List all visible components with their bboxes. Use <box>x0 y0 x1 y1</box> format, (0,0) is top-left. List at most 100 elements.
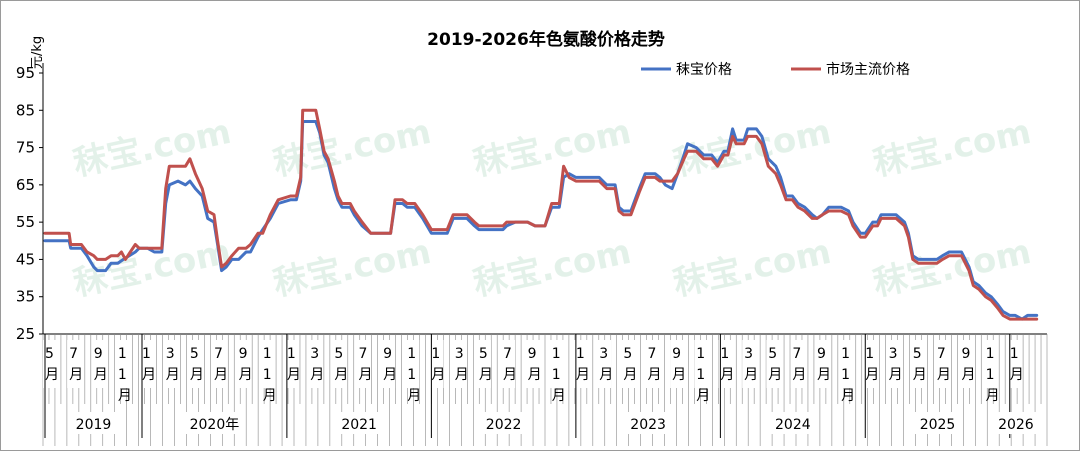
x-month-suffix: 月 <box>623 367 637 383</box>
x-month-suffix: 月 <box>961 367 975 383</box>
watermark-logo-glyph: 秣宝.com <box>470 232 635 304</box>
x-month-bg <box>839 340 854 388</box>
watermark-logo: 秣宝.com <box>870 232 1035 304</box>
x-month-label: 9 <box>672 346 681 362</box>
x-month-bg <box>115 340 130 388</box>
x-month-suffix: 月 <box>94 367 108 383</box>
x-month-suffix: 月 <box>45 367 59 383</box>
y-tick-label: 75 <box>16 139 35 157</box>
x-month-label: 3 <box>889 346 898 362</box>
x-axis-categories: 5月7月9月11月1月3月5月7月9月11月1月3月5月7月9月11月1月3月5… <box>42 334 1048 446</box>
x-month-suffix: 月 <box>672 367 686 383</box>
x-month-bg <box>236 340 251 388</box>
x-month-suffix: 月 <box>431 367 445 383</box>
year-label-bg <box>184 412 245 434</box>
x-month-suffix: 月 <box>359 367 373 383</box>
x-month-label: 3 <box>455 346 464 362</box>
x-month-bg <box>284 340 299 388</box>
x-month-bg <box>597 340 612 388</box>
x-month-label: 1 <box>263 346 272 362</box>
chart-title: 2019-2026年色氨酸价格走势 <box>427 29 665 50</box>
x-month-suffix: 月 <box>599 367 613 383</box>
year-label: 2021 <box>341 417 377 433</box>
x-month-suffix: 月 <box>455 367 469 383</box>
y-tick-label: 65 <box>16 176 35 194</box>
x-month-bg <box>549 340 564 388</box>
x-month-suffix: 月 <box>552 388 566 404</box>
x-month-suffix: 月 <box>310 367 324 383</box>
year-label-bg <box>912 412 963 434</box>
x-month-bg <box>525 340 540 388</box>
watermark-logo: 秣宝.com <box>870 112 1035 184</box>
x-month-label: 1 <box>407 346 416 362</box>
x-month-bg <box>959 340 974 388</box>
x-month-bg <box>332 340 347 388</box>
y-tick-label: 35 <box>16 288 35 306</box>
x-month-label: 3 <box>599 346 608 362</box>
x-month-label: 1 <box>1010 346 1019 362</box>
x-month-suffix: 月 <box>239 367 253 383</box>
x-month-bg <box>621 340 636 388</box>
watermark-logo-glyph: 秣宝.com <box>270 232 435 304</box>
watermark-logo-glyph: 秣宝.com <box>270 112 435 184</box>
x-month-bg <box>501 340 516 388</box>
watermark-logo: 秣宝.com <box>470 112 635 184</box>
x-month-label: 7 <box>503 346 512 362</box>
x-month-bg <box>452 340 467 388</box>
x-month-label: 1 <box>287 346 296 362</box>
x-month-label: 1 <box>865 346 874 362</box>
x-month-bg <box>814 340 829 388</box>
legend-label: 市场主流价格 <box>826 61 910 78</box>
year-label-bg <box>767 412 818 434</box>
x-month-second-digit: 1 <box>552 367 561 383</box>
x-month-bg <box>429 340 444 388</box>
year-label: 2024 <box>775 417 811 433</box>
x-month-label: 3 <box>744 346 753 362</box>
x-month-label: 9 <box>383 346 392 362</box>
x-month-suffix: 月 <box>986 388 1000 404</box>
x-month-bg <box>260 340 275 388</box>
x-month-suffix: 月 <box>479 367 493 383</box>
x-month-bg <box>863 340 878 388</box>
y-tick-label: 85 <box>16 101 35 119</box>
x-month-label: 9 <box>817 346 826 362</box>
year-label: 2026 <box>998 417 1034 433</box>
x-month-label: 1 <box>142 346 151 362</box>
x-month-label: 7 <box>648 346 657 362</box>
watermark-logo-glyph: 秣宝.com <box>470 112 635 184</box>
x-month-label: 1 <box>986 346 995 362</box>
legend-label: 秣宝价格 <box>676 61 732 78</box>
x-month-label: 1 <box>118 346 127 362</box>
x-month-bg <box>163 340 178 388</box>
watermark-logo: 秣宝.com <box>670 232 835 304</box>
x-month-label: 9 <box>528 346 537 362</box>
year-label: 2019 <box>76 417 112 433</box>
x-month-bg <box>356 340 371 388</box>
x-month-suffix: 月 <box>648 367 662 383</box>
x-month-suffix: 月 <box>69 367 83 383</box>
x-month-suffix: 月 <box>792 367 806 383</box>
x-month-bg <box>934 340 949 388</box>
x-month-suffix: 月 <box>383 367 397 383</box>
x-month-label: 9 <box>239 346 248 362</box>
x-month-bg <box>405 340 420 388</box>
x-month-label: 5 <box>913 346 922 362</box>
x-month-bg <box>573 340 588 388</box>
watermark-logo-glyph: 秣宝.com <box>670 232 835 304</box>
x-month-bg <box>742 340 757 388</box>
year-label-bg <box>623 412 674 434</box>
x-month-bg <box>670 340 685 388</box>
x-month-bg <box>43 340 57 388</box>
x-month-label: 5 <box>190 346 199 362</box>
x-month-suffix: 月 <box>865 367 879 383</box>
watermark-logo-glyph: 秣宝.com <box>70 112 235 184</box>
x-month-suffix: 月 <box>503 367 517 383</box>
series-line-1 <box>43 120 1039 321</box>
x-month-bg <box>983 340 998 388</box>
x-month-suffix: 月 <box>889 367 903 383</box>
x-month-bg <box>381 340 396 388</box>
x-month-suffix: 月 <box>214 367 228 383</box>
x-month-label: 5 <box>45 346 54 362</box>
x-month-bg <box>91 340 106 388</box>
